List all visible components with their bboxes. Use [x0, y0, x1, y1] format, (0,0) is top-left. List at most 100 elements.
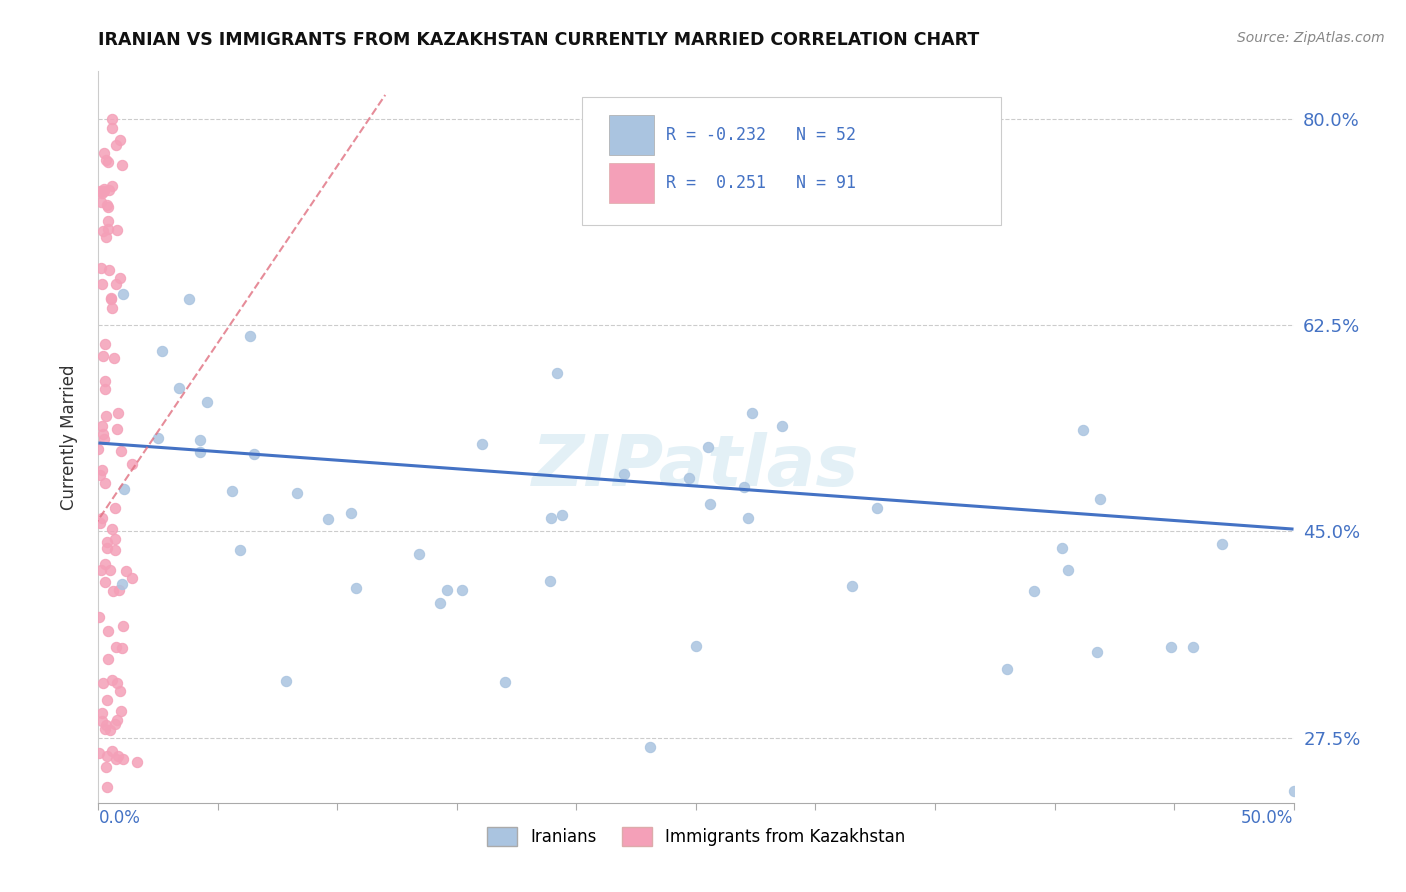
Point [96, 197, 118, 211]
Point [770, 418, 793, 433]
Text: Source: ZipAtlas.com: Source: ZipAtlas.com [1237, 31, 1385, 45]
Point [451, 582, 474, 597]
Point [340, 506, 363, 520]
Point [112, 287, 135, 301]
Point [107, 406, 129, 420]
Point [108, 271, 131, 285]
Text: R =  0.251   N = 91: R = 0.251 N = 91 [666, 174, 856, 193]
Point [96, 693, 118, 707]
Point [100, 292, 122, 306]
Point [100, 291, 122, 305]
Point [274, 673, 297, 688]
Point [105, 137, 128, 152]
Point [97, 155, 120, 169]
Point [94, 476, 117, 491]
Point [494, 675, 516, 690]
Point [1181, 640, 1204, 654]
Point [316, 512, 339, 526]
Point [841, 578, 863, 592]
Text: ZIPatlas: ZIPatlas [533, 432, 859, 500]
Point [229, 543, 252, 558]
Point [111, 641, 134, 656]
Point [110, 133, 132, 147]
Point [111, 158, 134, 172]
Point [737, 511, 759, 525]
Point [1088, 492, 1111, 507]
Point [96, 534, 118, 549]
Point [1071, 424, 1094, 438]
Point [93, 722, 115, 736]
Point [94, 382, 117, 396]
Point [107, 748, 129, 763]
Point [97, 222, 120, 236]
Point [408, 547, 430, 561]
Point [108, 683, 131, 698]
Point [97, 652, 120, 666]
Point [98, 564, 121, 578]
Point [100, 744, 122, 758]
Point [112, 752, 135, 766]
Text: IRANIAN VS IMMIGRANTS FROM KAZAKHSTAN CURRENTLY MARRIED CORRELATION CHART: IRANIAN VS IMMIGRANTS FROM KAZAKHSTAN CU… [98, 31, 980, 49]
Point [94, 558, 117, 572]
Point [105, 223, 128, 237]
Point [96, 541, 118, 555]
Point [90, 260, 112, 275]
Point [89, 516, 111, 530]
Point [103, 351, 125, 365]
Point [121, 457, 143, 471]
Point [104, 717, 127, 731]
Point [613, 467, 636, 482]
Point [91, 714, 114, 729]
Point [89, 468, 111, 483]
Point [678, 471, 700, 485]
Point [98, 723, 121, 737]
Point [114, 564, 136, 578]
Point [1211, 536, 1233, 550]
Point [696, 440, 718, 454]
Point [91, 277, 114, 292]
Point [551, 508, 574, 523]
Point [91, 463, 114, 477]
Y-axis label: Currently Married: Currently Married [59, 364, 77, 510]
Point [104, 277, 127, 291]
Point [96, 230, 118, 244]
Point [91, 427, 114, 442]
Point [104, 543, 127, 558]
Point [105, 713, 128, 727]
Text: 0.0%: 0.0% [98, 809, 141, 827]
Point [685, 639, 707, 653]
Point [101, 121, 124, 136]
Point [188, 445, 211, 459]
Point [1085, 645, 1108, 659]
Point [1056, 563, 1078, 577]
FancyBboxPatch shape [582, 97, 1001, 225]
Point [221, 484, 243, 499]
Point [91, 224, 114, 238]
Point [429, 596, 451, 610]
Point [127, 755, 149, 769]
Point [101, 583, 124, 598]
Point [97, 200, 120, 214]
Point [101, 179, 124, 194]
Point [104, 500, 127, 515]
Point [1282, 784, 1305, 798]
Point [87, 746, 110, 760]
Point [638, 740, 661, 755]
Point [105, 421, 128, 435]
Point [98, 183, 121, 197]
Point [93, 350, 115, 364]
Point [110, 704, 132, 718]
Point [94, 760, 117, 774]
Point [90, 186, 112, 201]
Point [741, 406, 763, 420]
Point [96, 780, 118, 795]
Point [93, 184, 115, 198]
Point [96, 153, 118, 168]
Point [112, 619, 135, 633]
Legend: Iranians, Immigrants from Kazakhstan: Iranians, Immigrants from Kazakhstan [481, 821, 911, 853]
Point [98, 262, 121, 277]
Point [1022, 584, 1045, 599]
Point [93, 182, 115, 196]
Point [538, 574, 561, 588]
Point [104, 752, 127, 766]
